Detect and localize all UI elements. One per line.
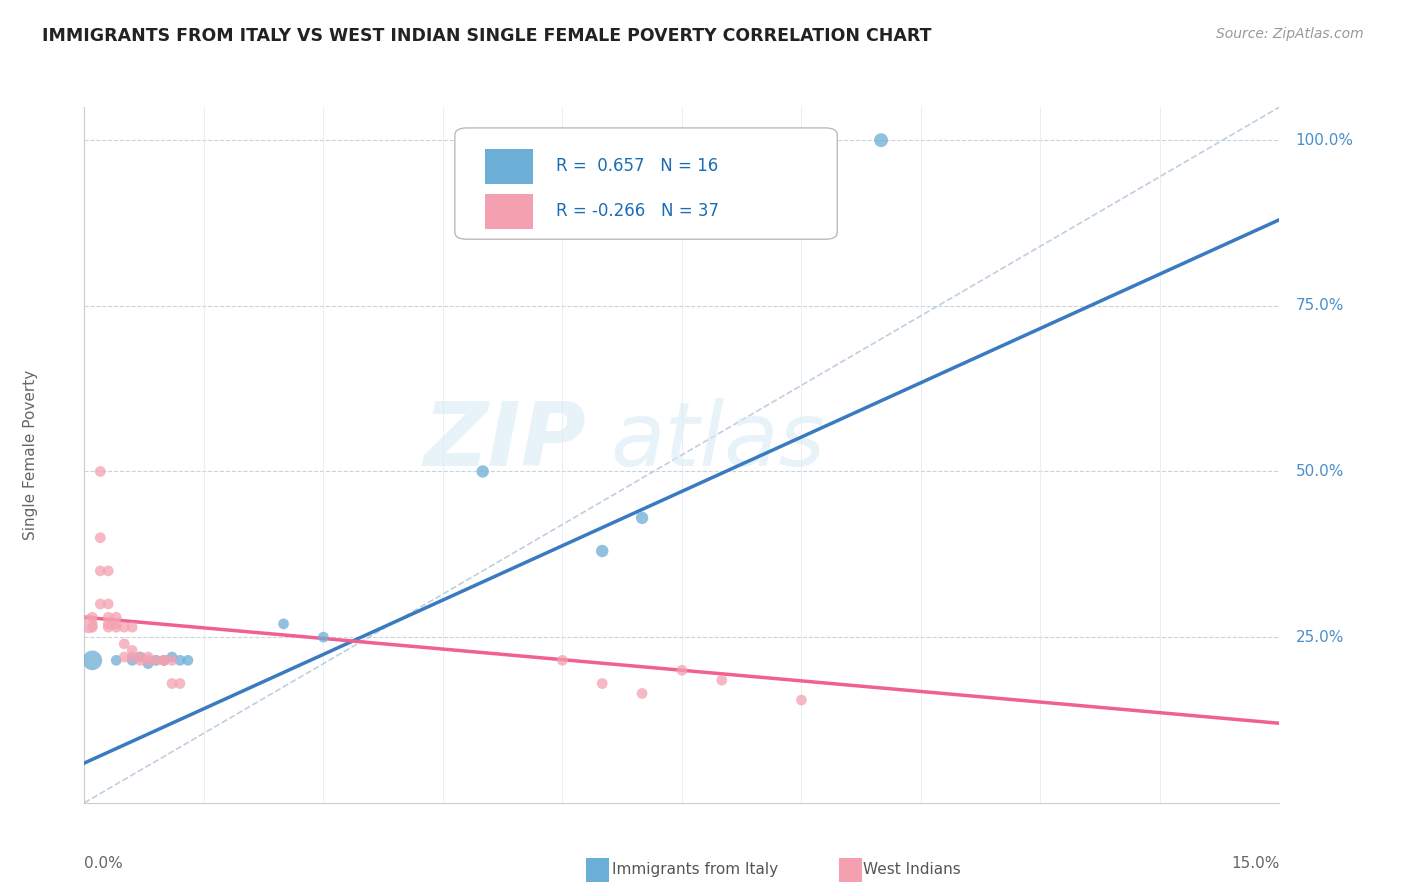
Text: R =  0.657   N = 16: R = 0.657 N = 16: [557, 157, 718, 175]
Point: [145, 653, 167, 667]
Text: atlas: atlas: [610, 398, 825, 484]
Point: [82, 610, 104, 624]
FancyBboxPatch shape: [456, 128, 837, 239]
Point: [136, 653, 159, 667]
Point: [790, 693, 813, 707]
Point: [97, 564, 120, 578]
Point: [97, 597, 120, 611]
Point: [105, 616, 128, 631]
Point: [121, 653, 143, 667]
Point: [105, 620, 128, 634]
Text: 15.0%: 15.0%: [1232, 855, 1279, 871]
Point: [169, 676, 191, 690]
Point: [631, 511, 654, 525]
Text: 0.0%: 0.0%: [84, 855, 124, 871]
Point: [136, 650, 159, 665]
Point: [551, 653, 574, 667]
Point: [82, 653, 104, 667]
Point: [77, 616, 100, 631]
Point: [112, 637, 135, 651]
Point: [160, 653, 183, 667]
Text: R = -0.266   N = 37: R = -0.266 N = 37: [557, 202, 720, 220]
Point: [160, 650, 183, 665]
Point: [153, 653, 176, 667]
FancyBboxPatch shape: [485, 149, 533, 184]
Text: 75.0%: 75.0%: [1295, 298, 1344, 313]
Point: [129, 650, 152, 665]
Point: [312, 630, 335, 644]
Point: [153, 653, 176, 667]
Point: [177, 653, 200, 667]
Text: Immigrants from Italy: Immigrants from Italy: [612, 863, 778, 877]
Point: [105, 653, 128, 667]
Text: 50.0%: 50.0%: [1295, 464, 1344, 479]
FancyBboxPatch shape: [485, 194, 533, 229]
Text: 100.0%: 100.0%: [1295, 133, 1354, 148]
Text: ZIP: ZIP: [423, 398, 586, 484]
Point: [273, 616, 295, 631]
Point: [121, 650, 143, 665]
Point: [129, 650, 152, 665]
Point: [121, 643, 143, 657]
Point: [89, 531, 111, 545]
Point: [671, 663, 693, 677]
Point: [89, 564, 111, 578]
Point: [89, 465, 111, 479]
Point: [97, 616, 120, 631]
Point: [82, 620, 104, 634]
Point: [121, 620, 143, 634]
Point: [97, 610, 120, 624]
Point: [631, 686, 654, 700]
Point: [112, 650, 135, 665]
Text: Single Female Poverty: Single Female Poverty: [22, 370, 38, 540]
Point: [591, 544, 613, 558]
Point: [145, 653, 167, 667]
Text: 25.0%: 25.0%: [1295, 630, 1344, 645]
Point: [89, 597, 111, 611]
Point: [97, 620, 120, 634]
Point: [136, 657, 159, 671]
Point: [710, 673, 733, 688]
Point: [112, 620, 135, 634]
Point: [105, 610, 128, 624]
Point: [169, 653, 191, 667]
Point: [471, 465, 494, 479]
Point: [153, 653, 176, 667]
Text: Source: ZipAtlas.com: Source: ZipAtlas.com: [1216, 27, 1364, 41]
Point: [591, 676, 613, 690]
Point: [160, 676, 183, 690]
Text: IMMIGRANTS FROM ITALY VS WEST INDIAN SINGLE FEMALE POVERTY CORRELATION CHART: IMMIGRANTS FROM ITALY VS WEST INDIAN SIN…: [42, 27, 932, 45]
Text: West Indians: West Indians: [863, 863, 962, 877]
Point: [129, 653, 152, 667]
Point: [870, 133, 893, 147]
